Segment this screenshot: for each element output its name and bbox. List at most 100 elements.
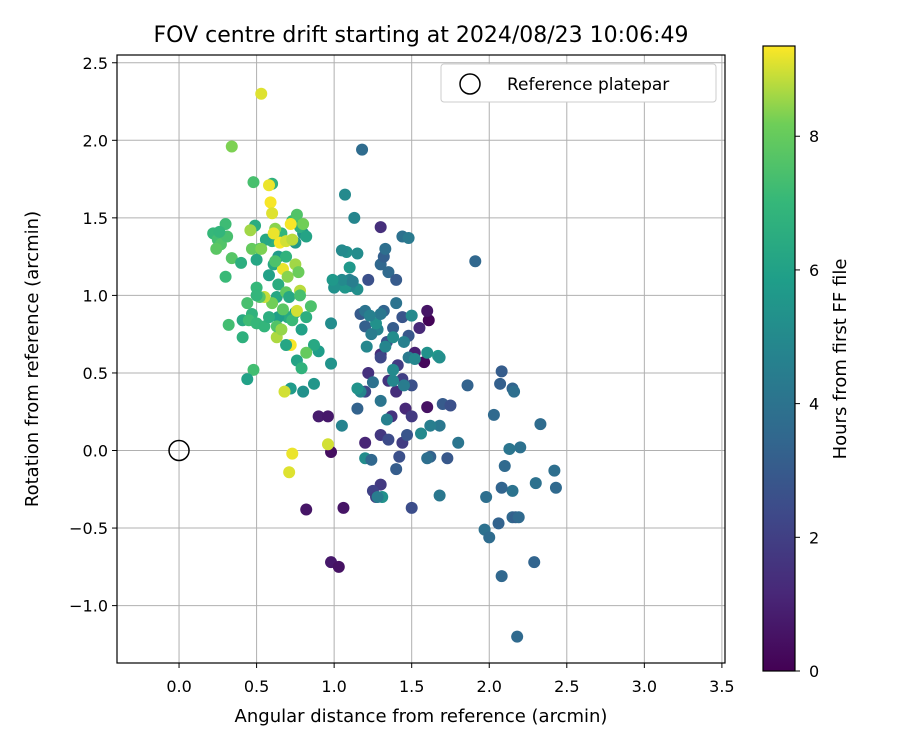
data-point [387,374,400,387]
data-point [263,311,275,324]
y-tick-label: 0.0 [83,442,108,461]
data-point [337,501,350,514]
colorbar-ticks: 0 2 4 6 8 [795,127,819,681]
data-point [421,346,434,359]
data-point [390,297,403,310]
data-point [506,484,519,497]
data-point [408,353,421,365]
data-point [263,269,275,282]
plot-frame [116,54,726,664]
legend-marker-icon [459,73,481,95]
data-point [382,266,395,279]
data-point [495,365,508,378]
data-point [278,385,291,398]
data-point [250,253,263,266]
x-tick-label: 3.0 [632,677,657,696]
data-point [374,351,387,364]
x-tick-label: 1.5 [399,677,424,696]
data-point [276,303,289,316]
data-point [397,335,410,348]
legend-label: Reference platepar [507,75,669,95]
data-point [441,452,454,465]
legend: Reference platepar [440,63,717,103]
data-point [263,179,275,192]
data-point [374,308,387,321]
data-point [421,304,434,317]
x-tick-label: 2.0 [477,677,502,696]
data-point [255,87,268,100]
data-point [247,176,260,189]
data-point [255,242,268,255]
data-point [433,419,446,432]
data-point [348,211,361,224]
x-tick-label: 2.5 [554,677,579,696]
data-point [225,140,238,153]
data-point [272,278,285,291]
data-point [528,556,541,569]
data-point [508,385,521,398]
data-point [433,351,446,364]
data-point [297,385,310,398]
data-point [374,221,387,234]
y-axis-label: Rotation from reference (arcmin) [22,211,43,507]
data-point [290,208,303,221]
data-point [356,143,369,156]
data-point [300,346,313,359]
data-point [300,503,313,516]
data-point [283,290,296,303]
data-point [366,376,379,389]
data-point [512,511,525,524]
legend-box [440,63,717,103]
data-point [351,402,364,415]
data-point [297,218,310,231]
data-point [498,460,511,473]
data-point [483,531,496,544]
data-point [480,491,493,504]
data-point [495,481,508,494]
data-point [280,339,293,352]
data-point [351,247,364,260]
y-tick-label: 1.5 [83,209,108,228]
x-tick-label: 0.5 [244,677,269,696]
colorbar [763,46,795,671]
data-point [549,481,562,494]
data-point [343,261,356,274]
data-point [210,242,223,255]
data-point [387,363,400,376]
data-point [295,323,308,336]
colorbar-label: Hours from first FF file [830,259,851,460]
data-point [415,427,427,440]
x-tick-label: 3.5 [709,677,734,696]
data-point [222,318,235,331]
data-point [534,418,547,431]
colorbar-tick-label: 8 [809,127,819,146]
data-point [393,450,406,463]
data-point [421,452,434,465]
data-point [469,255,482,268]
data-point [332,560,345,573]
data-point [286,314,299,327]
data-point [422,314,435,327]
data-point [371,491,384,504]
data-point [321,438,334,451]
data-point [235,256,248,269]
y-tick-label: 2.5 [83,54,108,73]
x-axis-label: Angular distance from reference (arcmin) [235,706,608,727]
data-point [390,463,403,476]
data-point [421,401,434,414]
data-point [286,447,299,460]
data-point [267,227,280,240]
data-point [326,273,339,286]
data-point [418,356,431,369]
data-point [548,464,561,477]
data-point [503,442,516,455]
data-point [264,196,277,209]
data-point [245,242,258,255]
data-point [241,297,254,310]
colorbar-tick-label: 4 [809,395,819,414]
data-point [312,410,325,423]
data-point [244,224,257,237]
data-point [266,207,279,220]
data-point [258,320,271,333]
points-layer [207,87,562,643]
